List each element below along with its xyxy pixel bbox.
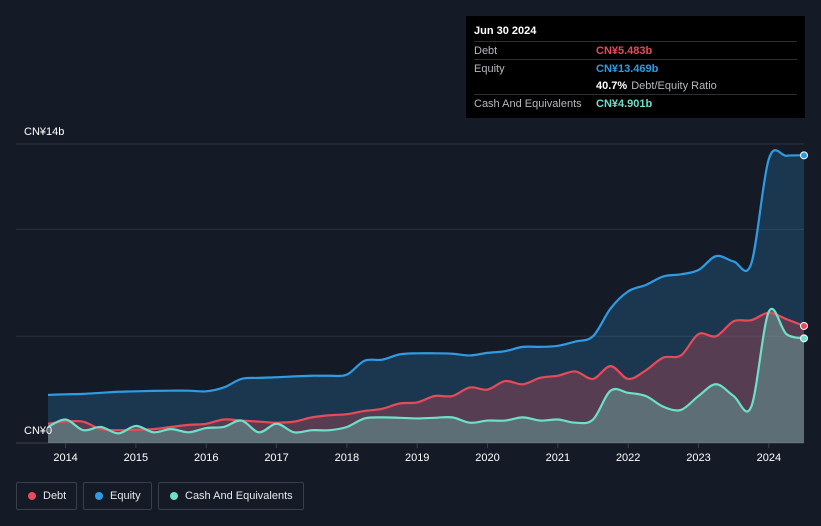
x-axis: 2014 2015 2016 2017 2018 2019 2020 2021 2022 2023…	[53, 443, 781, 464]
equity-line	[47, 149, 805, 397]
series-areas	[48, 150, 804, 443]
tooltip-cash-label: Cash And Equivalents	[474, 97, 582, 110]
tooltip-date: Jun 30 2024	[474, 25, 537, 37]
y-axis-bottom-label: CN¥0	[24, 425, 52, 437]
tooltip-row-debt: Debt CN¥5.483b	[474, 41, 797, 59]
debt-endpoint	[800, 321, 808, 330]
x-tick-label-2016: 2016	[194, 452, 218, 464]
x-tick-label-2017: 2017	[264, 452, 288, 464]
legend-cash-dot-icon	[170, 492, 178, 500]
legend-cash[interactable]: Cash And Equivalents	[158, 482, 304, 510]
legend-equity-dot-icon	[95, 492, 103, 500]
tooltip-equity-value: CN¥13.469b	[596, 62, 659, 75]
x-tick-label-2024: 2024	[757, 452, 781, 464]
legend-cash-label: Cash And Equivalents	[185, 490, 293, 502]
tooltip-equity-label: Equity	[474, 62, 505, 75]
legend-equity-label: Equity	[110, 490, 141, 502]
x-tick-label-2014: 2014	[53, 452, 77, 464]
grid-lines	[16, 143, 804, 444]
x-tick-label-2023: 2023	[686, 452, 710, 464]
x-tick-label-2021: 2021	[546, 452, 570, 464]
x-tick-label-2022: 2022	[616, 452, 640, 464]
debt-line	[47, 311, 805, 432]
debt-area	[48, 312, 804, 443]
series-lines	[47, 149, 805, 435]
tooltip-cash-value: CN¥4.901b	[596, 97, 653, 110]
cash-and-equivalents-line	[47, 307, 805, 435]
tooltip-row-equity: Equity CN¥13.469b	[474, 59, 797, 77]
cash-and-equivalents-endpoint	[800, 334, 808, 343]
equity-endpoint	[800, 151, 808, 160]
series-endpoints	[800, 151, 808, 343]
tooltip-debt-label: Debt	[474, 44, 498, 57]
y-axis-top-label: CN¥14b	[24, 126, 64, 138]
legend-equity[interactable]: Equity	[83, 482, 152, 510]
tooltip-ratio-value: 40.7%	[596, 79, 628, 92]
legend-debt-dot-icon	[28, 492, 36, 500]
legend-debt-label: Debt	[43, 490, 67, 502]
x-tick-label-2018: 2018	[335, 452, 359, 464]
tooltip-ratio-label: Debt/Equity Ratio	[631, 79, 717, 92]
x-tick-label-2019: 2019	[405, 452, 429, 464]
tooltip-debt-value: CN¥5.483b	[596, 44, 653, 57]
tooltip-panel: Jun 30 2024 Debt CN¥5.483b Equity CN¥13.…	[466, 16, 805, 118]
x-tick-label-2020: 2020	[475, 452, 499, 464]
tooltip-row-cash: Cash And Equivalents CN¥4.901b	[474, 94, 797, 112]
cash-and-equivalents-area	[48, 308, 804, 443]
tooltip-row-ratio: 40.7% Debt/Equity Ratio	[474, 77, 797, 94]
x-tick-label-2015: 2015	[124, 452, 148, 464]
equity-area	[48, 150, 804, 443]
legend-debt[interactable]: Debt	[16, 482, 77, 510]
